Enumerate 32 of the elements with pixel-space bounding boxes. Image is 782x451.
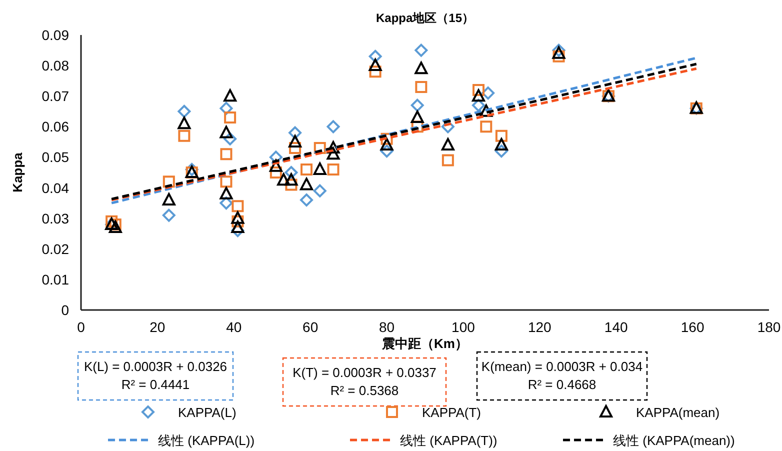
y-tick-label: 0.05	[42, 149, 70, 166]
y-tick-label: 0.01	[42, 271, 70, 288]
legend-label: 线性 (KAPPA(T))	[400, 433, 498, 448]
x-axis-title: 震中距（Km）	[381, 336, 468, 351]
x-tick-label: 80	[378, 319, 395, 335]
y-tick-label: 0	[61, 302, 70, 318]
text: K(mean) = 0.0003R + 0.034 R² = 0.4668	[481, 359, 643, 392]
y-tick-label: 0.03	[42, 210, 70, 226]
y-axis-title: Kappa	[10, 152, 25, 192]
x-tick-label: 160	[680, 319, 704, 335]
x-tick-label: 60	[302, 319, 318, 335]
legend-label: KAPPA(L)	[178, 405, 236, 420]
legend-label: KAPPA(mean)	[636, 405, 720, 420]
y-tick-label: 0.07	[42, 88, 70, 104]
x-tick-label: 120	[528, 319, 552, 335]
x-tick-label: 180	[757, 319, 781, 335]
x-tick-label: 40	[226, 319, 242, 335]
legend-label: 线性 (KAPPA(L))	[158, 433, 255, 448]
legend-label: KAPPA(T)	[422, 405, 481, 420]
x-tick-label: 20	[150, 319, 166, 335]
y-tick-label: 0.09	[42, 27, 70, 43]
text: K(L) = 0.0003R + 0.0326 R² = 0.4441	[84, 359, 228, 392]
legend-label: 线性 (KAPPA(mean))	[613, 433, 735, 448]
chart-title: Kappa地区（15）	[376, 11, 474, 25]
text: K(T) = 0.0003R + 0.0337 R² = 0.5368	[292, 365, 436, 398]
x-tick-label: 140	[604, 319, 628, 335]
x-tick-label: 0	[77, 319, 86, 335]
x-tick-label: 100	[452, 319, 476, 335]
y-tick-label: 0.02	[42, 240, 70, 257]
y-tick-label: 0.08	[42, 58, 70, 74]
y-tick-label: 0.04	[42, 180, 70, 196]
y-tick-label: 0.06	[42, 118, 70, 135]
